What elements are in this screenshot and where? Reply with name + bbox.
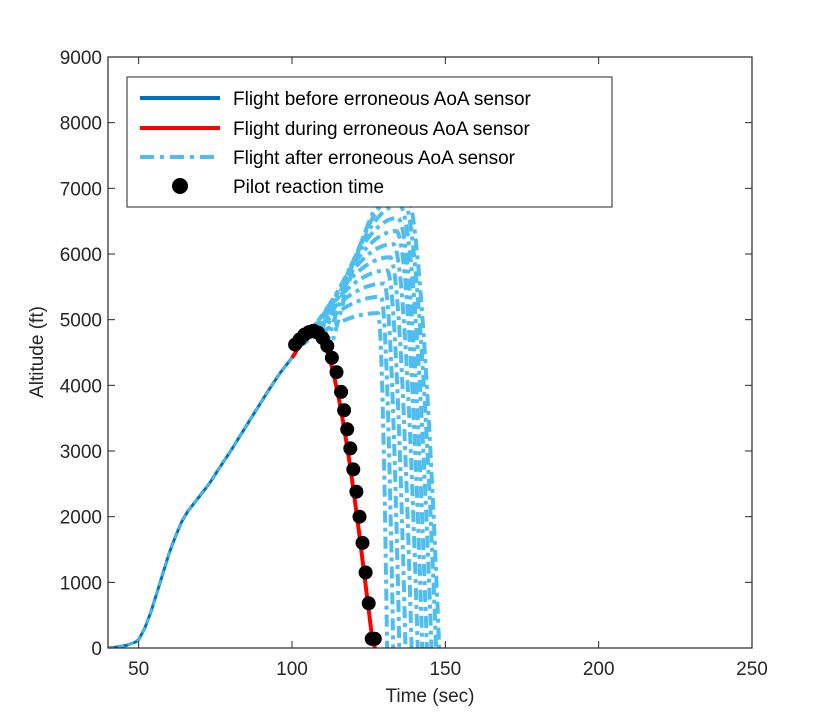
y-tick-label: 2000: [60, 508, 102, 529]
plot-box: [107, 56, 753, 649]
reaction-marker: [367, 631, 382, 646]
legend-label-after: Flight after erroneous AoA sensor: [233, 148, 516, 169]
after-trajectory-line: [326, 176, 442, 648]
legend-label-before: Flight before erroneous AoA sensor: [233, 89, 532, 110]
reaction-marker: [346, 462, 361, 477]
reaction-marker: [329, 365, 344, 380]
before-series-overlay: [108, 352, 296, 648]
legend: Flight before erroneous AoA sensor Fligh…: [126, 76, 613, 208]
x-tick-label: 50: [128, 659, 149, 680]
after-trajectory-line: [305, 268, 408, 648]
reaction-marker: [340, 422, 355, 437]
legend-label-during: Flight during erroneous AoA sensor: [233, 119, 530, 140]
reaction-marker: [337, 403, 352, 418]
y-tick-label: 8000: [60, 114, 102, 135]
legend-label-reaction: Pilot reaction time: [233, 177, 384, 198]
x-tick-label: 100: [276, 659, 308, 680]
y-tick-label: 6000: [60, 245, 102, 266]
reaction-marker: [352, 509, 367, 524]
x-tick-label: 150: [429, 659, 461, 680]
y-tick-label: 0: [91, 639, 102, 660]
x-tick-label: 200: [583, 659, 615, 680]
reaction-marker: [349, 484, 364, 499]
y-tick-label: 9000: [60, 48, 102, 69]
y-tick-label: 7000: [60, 179, 102, 200]
reaction-marker: [343, 441, 358, 456]
x-tick-label: 250: [736, 659, 768, 680]
reaction-marker: [334, 384, 349, 399]
y-axis-label: Altitude (ft): [27, 306, 48, 398]
after-trajectory-line: [311, 242, 420, 648]
reaction-marker: [358, 565, 373, 580]
after-trajectory-line: [317, 215, 429, 648]
reaction-marker: [361, 596, 376, 611]
marker-layer: [288, 323, 382, 646]
y-tick-label: 1000: [60, 573, 102, 594]
legend-swatch-reaction: [172, 178, 188, 194]
y-tick-label: 3000: [60, 442, 102, 463]
x-axis-label: Time (sec): [385, 686, 474, 707]
y-tick-label: 4000: [60, 376, 102, 397]
reaction-marker: [320, 338, 335, 353]
ticks-layer: 50 100 150 200 250 0 1000 2000 3000 4000 5000 6000 7…: [60, 48, 768, 680]
y-tick-label: 5000: [60, 311, 102, 332]
reaction-marker: [324, 350, 339, 365]
reaction-marker: [355, 535, 370, 550]
